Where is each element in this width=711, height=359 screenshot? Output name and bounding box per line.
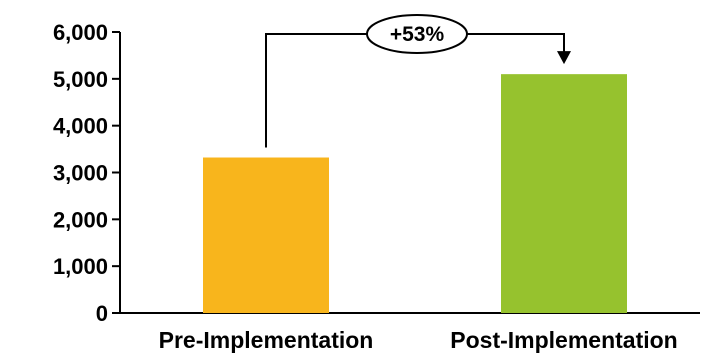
annotation-label: +53% xyxy=(390,23,445,46)
annotation-bracket-left xyxy=(265,33,367,148)
bars xyxy=(203,74,627,314)
bar-post-implementation xyxy=(501,74,627,314)
change-annotation: +53% xyxy=(265,14,571,148)
y-tick-label: 5,000 xyxy=(53,67,108,92)
arrow-down-icon xyxy=(557,51,571,65)
bar-pre-implementation xyxy=(203,157,329,313)
y-tick-label: 4,000 xyxy=(53,114,108,139)
x-category-label: Post-Implementation xyxy=(450,327,677,353)
y-axis: 0 1,000 2,000 3,000 4,000 5,000 6,000 xyxy=(53,20,700,326)
x-axis-labels: Pre-Implementation Post-Implementation xyxy=(159,327,678,353)
annotation-oval xyxy=(366,14,468,54)
y-tick-label: 1,000 xyxy=(53,254,108,279)
annotation-bracket-right xyxy=(467,33,565,53)
y-tick-label: 0 xyxy=(96,301,108,326)
y-tick-label: 3,000 xyxy=(53,161,108,186)
x-category-label: Pre-Implementation xyxy=(159,327,374,353)
y-tick-label: 6,000 xyxy=(53,20,108,45)
y-tick-label: 2,000 xyxy=(53,207,108,232)
